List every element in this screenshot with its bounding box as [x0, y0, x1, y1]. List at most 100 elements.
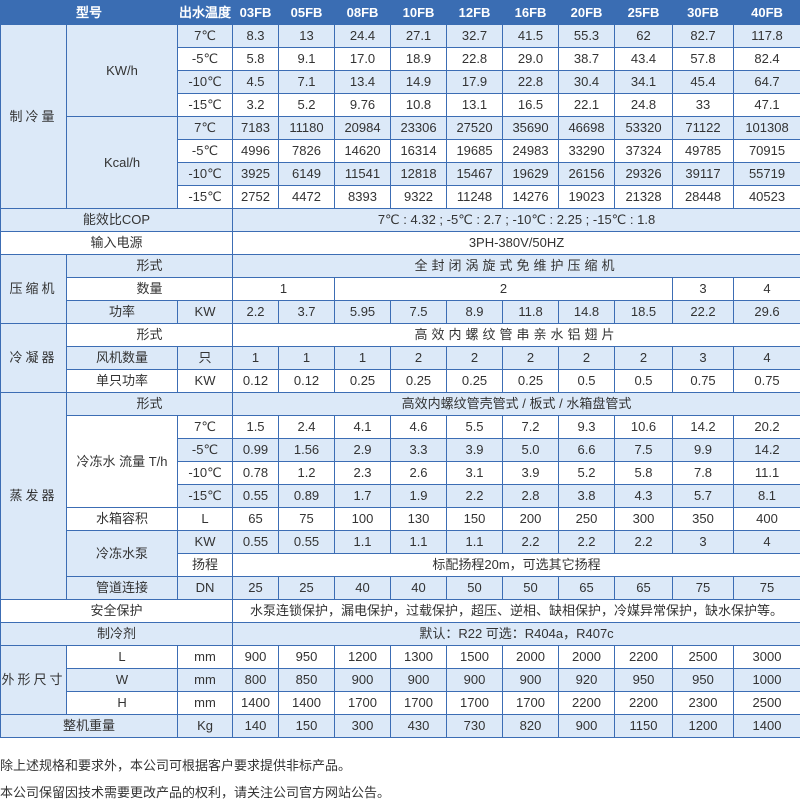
header-model-code: 16FB	[502, 0, 560, 25]
value-cell: 38.7	[558, 47, 616, 71]
note-line: 除上述规格和要求外，本公司可根据客户要求提供非标产品。	[0, 758, 352, 773]
table-row: 管道连接 DN 25 25 40 40 50 50 65 65 75 75	[1, 576, 800, 600]
table-cell: 4	[733, 277, 800, 301]
table-cell: mm	[177, 645, 234, 669]
header-temp: 出水温度	[177, 0, 234, 25]
value-cell: 5.2	[278, 93, 336, 117]
value-cell: 2	[502, 346, 560, 370]
value-cell: 14.9	[390, 70, 448, 94]
value-cell: 2	[614, 346, 674, 370]
value-cell: 17.9	[446, 70, 504, 94]
value-cell: 730	[446, 714, 504, 738]
power-supply-value: 3PH-380V/50HZ	[232, 231, 800, 255]
value-cell: 0.25	[334, 369, 392, 393]
value-cell: 20.2	[733, 415, 800, 439]
value-cell: 100	[334, 507, 392, 531]
table-cell: 冷冻水 流量 T/h	[65, 415, 179, 508]
value-cell: 2500	[733, 691, 800, 715]
value-cell: 3.2	[232, 93, 280, 117]
value-cell: 24983	[502, 139, 560, 163]
value-cell: 300	[614, 507, 674, 531]
value-cell: 140	[232, 714, 280, 738]
value-cell: 6149	[278, 162, 336, 186]
table-cell: 冷冻水泵	[65, 530, 179, 577]
cop-label: 能效比COP	[0, 208, 234, 232]
temp-cell: -10℃	[177, 461, 234, 485]
value-cell: 22.1	[558, 93, 616, 117]
value-cell: 5.5	[446, 415, 504, 439]
table-cell: 标配扬程20m，可选其它扬程	[232, 553, 800, 577]
value-cell: 8.1	[733, 484, 800, 508]
value-cell: 24.4	[334, 24, 392, 48]
value-cell: 5.8	[232, 47, 280, 71]
value-cell: 21328	[614, 185, 674, 209]
value-cell: 18.5	[614, 300, 674, 324]
table-cell: 功率	[65, 300, 179, 324]
value-cell: 350	[672, 507, 735, 531]
value-cell: 39117	[672, 162, 735, 186]
value-cell: 0.5	[614, 369, 674, 393]
value-cell: 2200	[614, 691, 674, 715]
value-cell: 64.7	[733, 70, 800, 94]
table-cell: 形式	[65, 254, 234, 278]
value-cell: 57.8	[672, 47, 735, 71]
value-cell: 900	[502, 668, 560, 692]
value-cell: 22.2	[672, 300, 735, 324]
value-cell: 0.75	[733, 369, 800, 393]
table-row: 冷冻水泵 KW 0.55 0.55 1.1 1.1 1.1 2.2 2.2 2.2 3 4	[1, 530, 800, 577]
value-cell: 29326	[614, 162, 674, 186]
value-cell: 950	[614, 668, 674, 692]
value-cell: 13	[278, 24, 336, 48]
value-cell: 2.2	[232, 300, 280, 324]
value-cell: 32.7	[446, 24, 504, 48]
value-cell: 2	[446, 346, 504, 370]
value-cell: 11180	[278, 116, 336, 140]
value-cell: 820	[502, 714, 560, 738]
header-model-code: 40FB	[733, 0, 800, 25]
value-cell: 1700	[502, 691, 560, 715]
value-cell: 14.2	[733, 438, 800, 462]
table-row: 冷冻水 流量 T/h 7℃ 1.5 2.4 4.1 4.6 5.5 7.2 9.3 10.6 14.…	[1, 415, 800, 508]
table-row: 蒸发器 形式 高效内螺纹管壳管式 / 板式 / 水箱盘管式	[0, 392, 800, 600]
value-cell: 12818	[390, 162, 448, 186]
value-cell: 2200	[558, 691, 616, 715]
table-row: 整机重量 Kg 140 150 300 430 730 820 900 1150 1200 1400	[0, 714, 800, 738]
value-cell: 2.2	[502, 530, 560, 554]
temp-cell: -10℃	[177, 70, 234, 94]
value-cell: 150	[278, 714, 336, 738]
value-cell: 2.6	[390, 461, 448, 485]
value-cell: 7826	[278, 139, 336, 163]
value-cell: 2	[390, 346, 448, 370]
value-cell: 10.6	[614, 415, 674, 439]
table-row: -10℃ 4.5 7.1 13.4 14.9 17.9 22.8 30.4 34.1 45.4 64…	[1, 70, 800, 94]
unit-kcal: Kcal/h	[65, 116, 179, 209]
value-cell: 0.25	[502, 369, 560, 393]
temp-cell: -15℃	[177, 185, 234, 209]
table-row: -10℃ 3925 6149 11541 12818 15467 19629 26156 293…	[1, 162, 800, 186]
table-row: 水箱容积 L 65 75 100 130 150 200 250 300 350 400	[1, 507, 800, 531]
value-cell: 1200	[672, 714, 735, 738]
value-cell: 75	[672, 576, 735, 600]
value-cell: 2.3	[334, 461, 392, 485]
table-row: 安全保护 水泵连锁保护，漏电保护，过载保护，超压、逆相、缺相保护，冷媒异常保护，缺…	[0, 599, 800, 623]
table-cell: 1	[232, 277, 336, 301]
value-cell: 2.8	[502, 484, 560, 508]
value-cell: 1300	[390, 645, 448, 669]
value-cell: 4472	[278, 185, 336, 209]
group-compressor: 压缩机	[0, 254, 67, 324]
value-cell: 14276	[502, 185, 560, 209]
value-cell: 150	[446, 507, 504, 531]
note-line: 本公司保留因技术需要更改产品的权利，请关注公司官方网站公告。	[0, 785, 391, 800]
table-cell: 默认：R22 可选：R404a，R407c	[232, 622, 800, 646]
group-dimensions: 外形尺寸	[0, 645, 67, 715]
value-cell: 1.9	[390, 484, 448, 508]
value-cell: 1200	[334, 645, 392, 669]
value-cell: 3.7	[278, 300, 336, 324]
table-row: 制冷剂 默认：R22 可选：R404a，R407c	[0, 622, 800, 646]
value-cell: 0.5	[558, 369, 616, 393]
table-cell: 制冷剂	[0, 622, 234, 646]
header-model-code: 03FB	[232, 0, 280, 25]
value-cell: 14620	[334, 139, 392, 163]
value-cell: 8393	[334, 185, 392, 209]
